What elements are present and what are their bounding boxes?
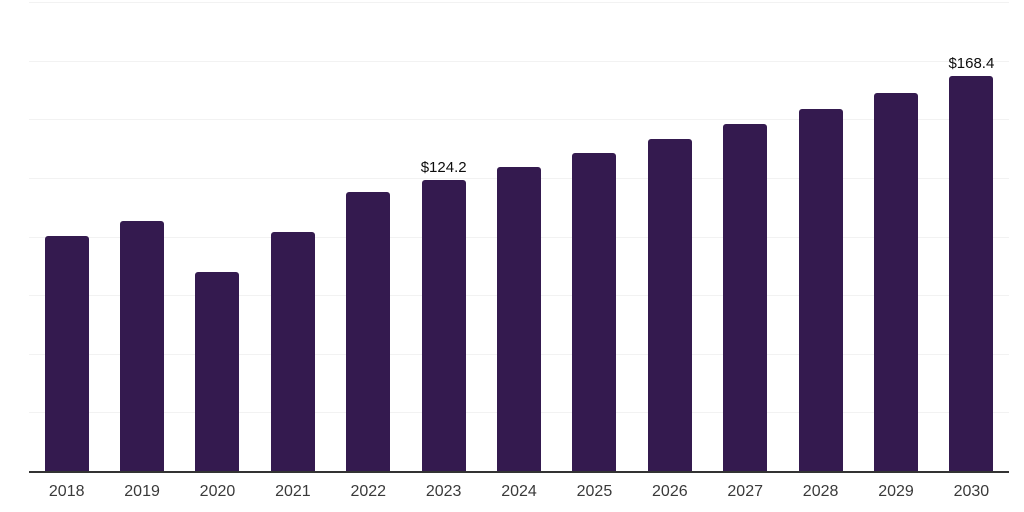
bar-2019 bbox=[120, 220, 165, 471]
x-tick-label-2027: 2027 bbox=[727, 483, 763, 500]
x-tick-label-2019: 2019 bbox=[124, 483, 160, 500]
bar-group-2019 bbox=[104, 2, 179, 471]
bar-group-2026 bbox=[632, 2, 707, 471]
bars-container: $124.2 $168.4 bbox=[29, 2, 1009, 471]
gridline-150 bbox=[29, 119, 1009, 121]
x-tick-label-2023: 2023 bbox=[425, 483, 462, 500]
data-label-2023: $124.2 bbox=[420, 158, 467, 176]
plot-area: $124.2 $168.4 bbox=[29, 2, 1009, 473]
bar-2025 bbox=[572, 153, 617, 471]
bar-group-2028 bbox=[783, 2, 858, 471]
bar-group-2023: $124.2 bbox=[406, 2, 481, 471]
bar-group-2021 bbox=[255, 2, 330, 471]
bar-group-2020 bbox=[180, 2, 255, 471]
x-tick-label-2020: 2020 bbox=[199, 483, 236, 500]
bar-group-2029 bbox=[858, 2, 933, 471]
x-tick-label-2022: 2022 bbox=[350, 483, 387, 500]
bar-2027 bbox=[723, 124, 768, 471]
x-tick-label-2018: 2018 bbox=[48, 483, 85, 500]
gridline-175 bbox=[29, 60, 1009, 62]
bar-group-2030: $168.4 bbox=[934, 2, 1009, 471]
bar-2026 bbox=[647, 139, 692, 471]
bar-2022 bbox=[346, 191, 391, 471]
x-tick-label-2026: 2026 bbox=[652, 483, 688, 500]
x-tick-label-2024: 2024 bbox=[501, 483, 537, 500]
bar-2028 bbox=[798, 108, 843, 471]
x-axis-labels: 2018 2019 2020 2021 2022 2023 2024 2025 2026 2027… bbox=[29, 484, 1009, 500]
bar-2021 bbox=[270, 231, 315, 471]
bar-2024 bbox=[497, 166, 542, 471]
bar-2018 bbox=[44, 236, 89, 471]
x-tick-label-2025: 2025 bbox=[576, 483, 613, 500]
bar-2020 bbox=[195, 271, 240, 471]
bar-2029 bbox=[873, 93, 918, 471]
gridline-200 bbox=[29, 2, 1009, 3]
x-tick-label-2028: 2028 bbox=[802, 483, 839, 500]
bar-group-2022 bbox=[331, 2, 406, 471]
bar-2023 bbox=[421, 179, 466, 471]
bar-group-2027 bbox=[708, 2, 783, 471]
bar-2030 bbox=[949, 76, 994, 471]
x-tick-label-2029: 2029 bbox=[878, 483, 914, 500]
x-axis-line bbox=[29, 471, 1009, 473]
x-tick-label-2030: 2030 bbox=[953, 483, 990, 500]
bar-group-2025 bbox=[557, 2, 632, 471]
data-label-2030: $168.4 bbox=[948, 55, 995, 73]
bar-group-2018 bbox=[29, 2, 104, 471]
x-tick-label-2021: 2021 bbox=[275, 483, 311, 500]
bar-group-2024 bbox=[481, 2, 556, 471]
